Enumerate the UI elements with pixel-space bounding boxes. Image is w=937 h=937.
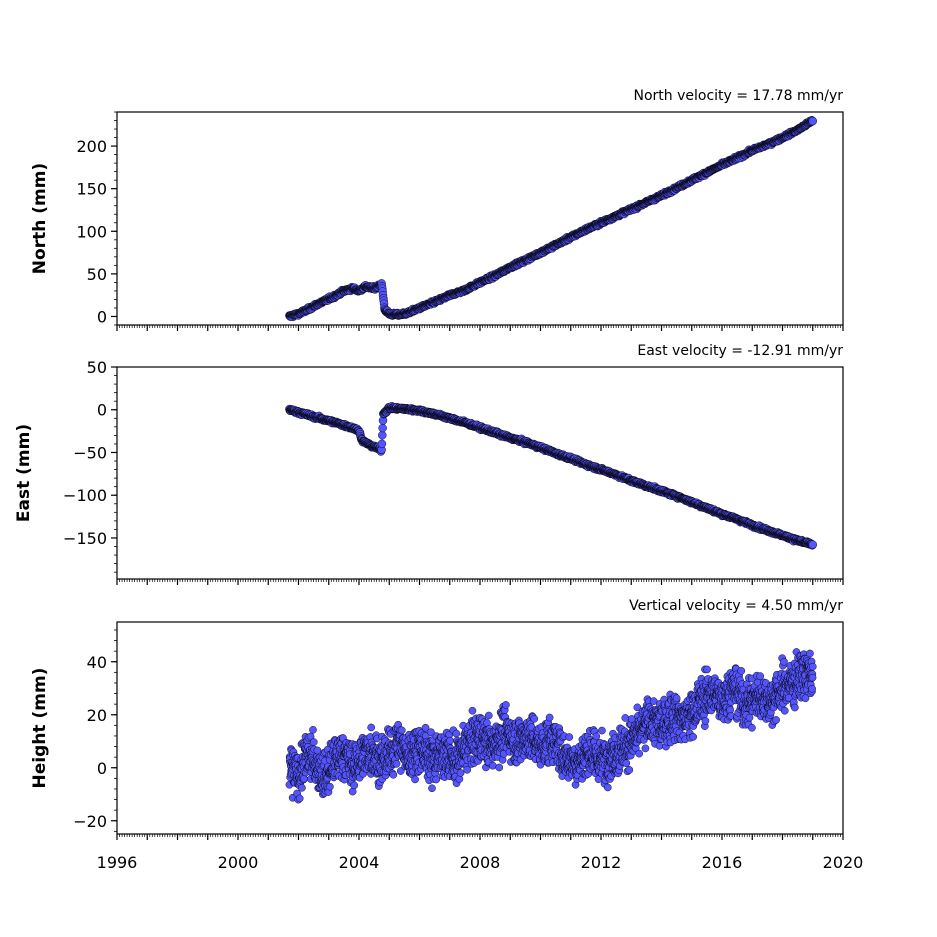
- data-point: [456, 769, 465, 777]
- north-velocity-title: North velocity = 17.78 mm/yr: [633, 88, 843, 104]
- y-tick-label: −50: [73, 443, 107, 462]
- data-point: [411, 775, 419, 784]
- data-point: [808, 116, 817, 126]
- data-point: [367, 723, 376, 732]
- y-tick-label: 50: [87, 265, 107, 284]
- data-point: [545, 713, 554, 722]
- data-point: [502, 701, 510, 709]
- north-panel: 0 50 100 150 200 North velocity = 17.78 mm/yr…: [30, 88, 844, 331]
- data-point: [389, 770, 398, 779]
- data-point: [326, 782, 334, 791]
- data-point: [295, 794, 304, 803]
- y-tick-label: −100: [63, 486, 107, 505]
- y-tick-label: 50: [87, 358, 107, 377]
- data-point: [452, 729, 461, 738]
- data-point: [309, 738, 318, 746]
- north-axes-frame: [116, 111, 844, 326]
- north-y-axis-label: North (mm): [30, 163, 50, 274]
- y-tick-label: 0: [97, 401, 107, 420]
- data-point: [378, 431, 387, 440]
- data-point: [808, 540, 817, 549]
- east-panel: 50 0 −50 −100 −150 East velocity = -12.91 mm/…: [14, 343, 844, 585]
- data-point: [488, 761, 497, 770]
- data-point: [298, 783, 306, 792]
- data-point: [378, 423, 387, 433]
- height-points: [285, 648, 817, 804]
- data-point: [495, 763, 504, 772]
- data-point: [530, 714, 539, 723]
- data-point: [446, 736, 454, 745]
- data-point: [397, 726, 406, 735]
- east-points: [285, 402, 817, 550]
- y-tick-label: 0: [97, 307, 107, 326]
- data-point: [468, 706, 477, 715]
- y-tick-label: 200: [76, 137, 107, 156]
- y-tick-label: 100: [76, 222, 107, 241]
- east-y-axis-label: East (mm): [14, 424, 34, 522]
- data-point: [484, 711, 493, 720]
- data-point: [350, 781, 359, 790]
- y-tick-label: 150: [76, 180, 107, 199]
- east-velocity-title: East velocity = -12.91 mm/yr: [637, 343, 843, 359]
- data-point: [392, 759, 401, 768]
- east-axes-frame: [116, 366, 844, 580]
- data-point: [377, 439, 387, 449]
- data-point: [309, 726, 317, 734]
- data-point: [432, 775, 441, 784]
- north-points: [285, 116, 817, 322]
- data-point: [428, 784, 436, 793]
- y-tick-label: −150: [63, 529, 107, 548]
